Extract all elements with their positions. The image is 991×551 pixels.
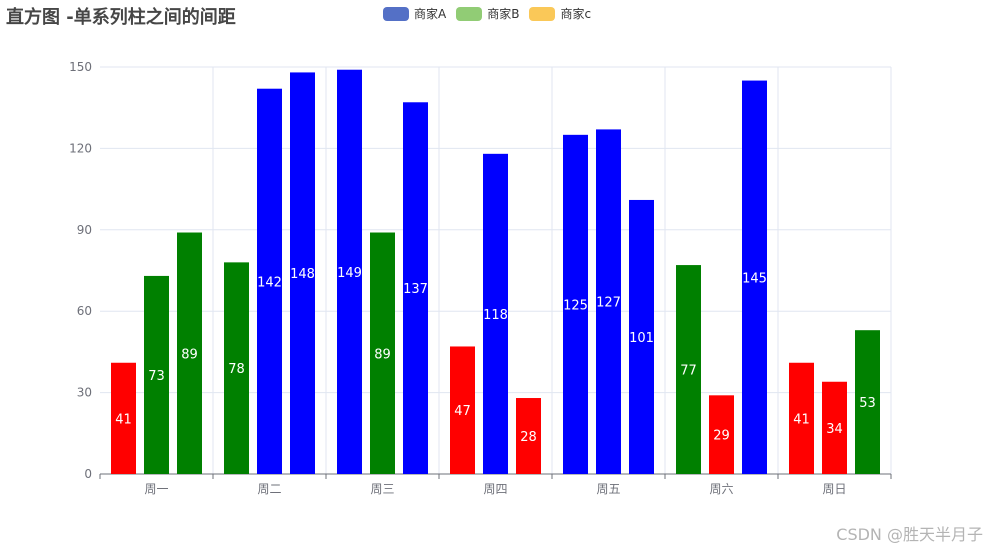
- bar: [629, 199, 654, 474]
- bar-value-label: 53: [859, 396, 876, 411]
- legend-swatch-a: [383, 6, 409, 21]
- bar: [224, 262, 249, 474]
- bar-value-label: 118: [483, 308, 508, 323]
- watermark: CSDN @胜天半月子: [836, 525, 983, 544]
- bar-value-label: 28: [520, 430, 537, 445]
- bar-value-label: 34: [826, 422, 843, 437]
- x-tick-label: 周一: [144, 482, 168, 496]
- y-tick-label: 120: [69, 141, 92, 155]
- bar: [450, 346, 475, 474]
- bar-value-label: 149: [337, 266, 362, 281]
- bar-value-label: 77: [680, 364, 697, 379]
- bar: [789, 362, 814, 474]
- x-tick-label: 周二: [257, 482, 281, 496]
- bar-value-label: 145: [742, 271, 767, 286]
- bar-value-label: 89: [181, 347, 198, 362]
- y-tick-label: 150: [69, 60, 92, 74]
- bar-value-label: 142: [257, 275, 282, 290]
- bar: [709, 395, 734, 474]
- bar: [516, 398, 541, 474]
- y-tick-label: 30: [77, 386, 92, 400]
- x-tick-label: 周三: [370, 482, 394, 496]
- bar: [855, 330, 880, 474]
- legend-swatch-b: [456, 6, 483, 21]
- bar: [822, 381, 847, 474]
- y-tick-label: 90: [77, 223, 92, 237]
- x-tick-label: 周五: [596, 482, 620, 496]
- bar-value-label: 78: [228, 362, 245, 377]
- legend-item-c[interactable]: 商家c: [529, 5, 591, 22]
- x-tick-label: 周六: [709, 482, 733, 496]
- bar-value-label: 73: [148, 369, 165, 384]
- bar: [144, 275, 169, 474]
- bar-value-label: 41: [793, 412, 810, 427]
- chart-title: 直方图 -单系列柱之间的间距: [6, 7, 236, 28]
- legend-label-b: 商家B: [487, 7, 520, 21]
- bar: [742, 80, 767, 475]
- legend: 商家A 商家B 商家c: [383, 5, 601, 22]
- x-tick-label: 周四: [483, 482, 507, 496]
- legend-item-b[interactable]: 商家B: [456, 5, 519, 22]
- bar-value-label: 29: [713, 429, 730, 444]
- bar: [403, 102, 428, 475]
- bar-value-label: 137: [403, 282, 428, 297]
- y-tick-label: 60: [77, 304, 92, 318]
- bar: [337, 69, 362, 475]
- legend-swatch-c: [529, 6, 556, 21]
- bar: [370, 232, 395, 474]
- bar: [596, 129, 621, 474]
- bar: [111, 362, 136, 474]
- bar: [257, 88, 282, 474]
- bar-value-label: 127: [596, 296, 621, 311]
- bar-value-label: 89: [374, 347, 391, 362]
- bar: [290, 72, 315, 474]
- x-tick-label: 周日: [822, 482, 846, 496]
- bar-value-label: 101: [629, 331, 654, 346]
- bar-value-label: 47: [454, 404, 471, 419]
- legend-item-a[interactable]: 商家A: [383, 5, 446, 22]
- bar: [676, 265, 701, 474]
- y-tick-label: 0: [84, 467, 92, 481]
- bar-value-label: 41: [115, 412, 132, 427]
- legend-label-c: 商家c: [560, 7, 592, 21]
- bar-value-label: 148: [290, 267, 315, 282]
- bar: [177, 232, 202, 474]
- bar: [483, 153, 508, 474]
- legend-label-a: 商家A: [414, 7, 447, 21]
- bar: [563, 134, 588, 475]
- bar-value-label: 125: [563, 298, 588, 313]
